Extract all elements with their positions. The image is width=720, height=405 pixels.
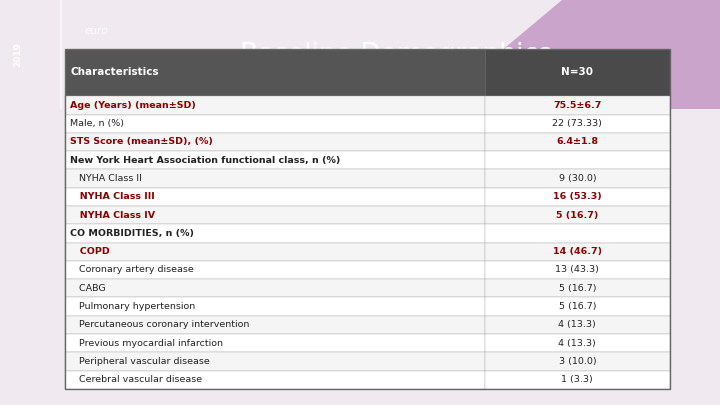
Bar: [65, 224, 485, 243]
Text: 4 (13.3): 4 (13.3): [559, 320, 596, 329]
Text: Pulmonary hypertension: Pulmonary hypertension: [70, 302, 195, 311]
Text: 13 (43.3): 13 (43.3): [555, 265, 599, 275]
Bar: [485, 224, 670, 243]
Text: Baseline Demographics: Baseline Demographics: [240, 42, 552, 68]
Text: 9 (30.0): 9 (30.0): [559, 174, 596, 183]
Bar: [485, 352, 670, 371]
Text: PCR: PCR: [78, 62, 146, 91]
Bar: [485, 188, 670, 206]
Bar: [485, 169, 670, 188]
Bar: [485, 261, 670, 279]
Bar: [485, 297, 670, 315]
Bar: [485, 151, 670, 169]
Text: 75.5±6.7: 75.5±6.7: [553, 101, 601, 110]
Text: 3 (10.0): 3 (10.0): [559, 357, 596, 366]
Text: Age (Years) (mean±SD): Age (Years) (mean±SD): [70, 101, 196, 110]
Bar: [65, 279, 485, 297]
Text: 5 (16.7): 5 (16.7): [556, 211, 598, 220]
Text: Peripheral vascular disease: Peripheral vascular disease: [70, 357, 210, 366]
Bar: [485, 279, 670, 297]
Bar: [485, 243, 670, 261]
Bar: [65, 297, 485, 315]
Bar: [65, 371, 485, 389]
Bar: [485, 315, 670, 334]
Text: COPD: COPD: [70, 247, 109, 256]
Text: New York Heart Association functional class, n (%): New York Heart Association functional cl…: [70, 156, 341, 165]
Text: 2019: 2019: [14, 42, 22, 67]
Bar: [65, 49, 485, 96]
Bar: [485, 49, 670, 96]
Text: 6.4±1.8: 6.4±1.8: [557, 137, 598, 147]
Bar: [65, 243, 485, 261]
Text: Percutaneous coronary intervention: Percutaneous coronary intervention: [70, 320, 249, 329]
Bar: [65, 133, 485, 151]
Bar: [65, 96, 485, 115]
Text: 22 (73.33): 22 (73.33): [552, 119, 603, 128]
Text: Male, n (%): Male, n (%): [70, 119, 124, 128]
Bar: [65, 115, 485, 133]
Text: CO MORBIDITIES, n (%): CO MORBIDITIES, n (%): [70, 229, 194, 238]
Bar: [65, 352, 485, 371]
Text: N=30: N=30: [562, 67, 593, 77]
Text: CABG: CABG: [70, 284, 105, 293]
Bar: [485, 334, 670, 352]
Text: 14 (46.7): 14 (46.7): [553, 247, 602, 256]
Text: euro: euro: [85, 26, 109, 36]
Bar: [485, 96, 670, 115]
Text: Previous myocardial infarction: Previous myocardial infarction: [70, 339, 223, 347]
Bar: [65, 188, 485, 206]
Text: 5 (16.7): 5 (16.7): [559, 302, 596, 311]
Text: STS Score (mean±SD), (%): STS Score (mean±SD), (%): [70, 137, 212, 147]
Bar: [65, 315, 485, 334]
Bar: [485, 133, 670, 151]
Text: NYHA Class II: NYHA Class II: [70, 174, 142, 183]
Bar: [65, 334, 485, 352]
Text: Coronary artery disease: Coronary artery disease: [70, 265, 194, 275]
Bar: [65, 151, 485, 169]
Bar: [65, 261, 485, 279]
Text: 1 (3.3): 1 (3.3): [562, 375, 593, 384]
Text: 5 (16.7): 5 (16.7): [559, 284, 596, 293]
Bar: [485, 115, 670, 133]
Text: Characteristics: Characteristics: [71, 67, 159, 77]
Bar: [65, 206, 485, 224]
Text: NYHA Class IV: NYHA Class IV: [70, 211, 155, 220]
Bar: [65, 49, 670, 389]
Text: NYHA Class III: NYHA Class III: [70, 192, 155, 201]
Bar: [485, 206, 670, 224]
Bar: [485, 371, 670, 389]
Bar: [65, 169, 485, 188]
Polygon shape: [432, 0, 720, 109]
Text: 16 (53.3): 16 (53.3): [553, 192, 602, 201]
Text: Cerebral vascular disease: Cerebral vascular disease: [70, 375, 202, 384]
Text: 4 (13.3): 4 (13.3): [559, 339, 596, 347]
